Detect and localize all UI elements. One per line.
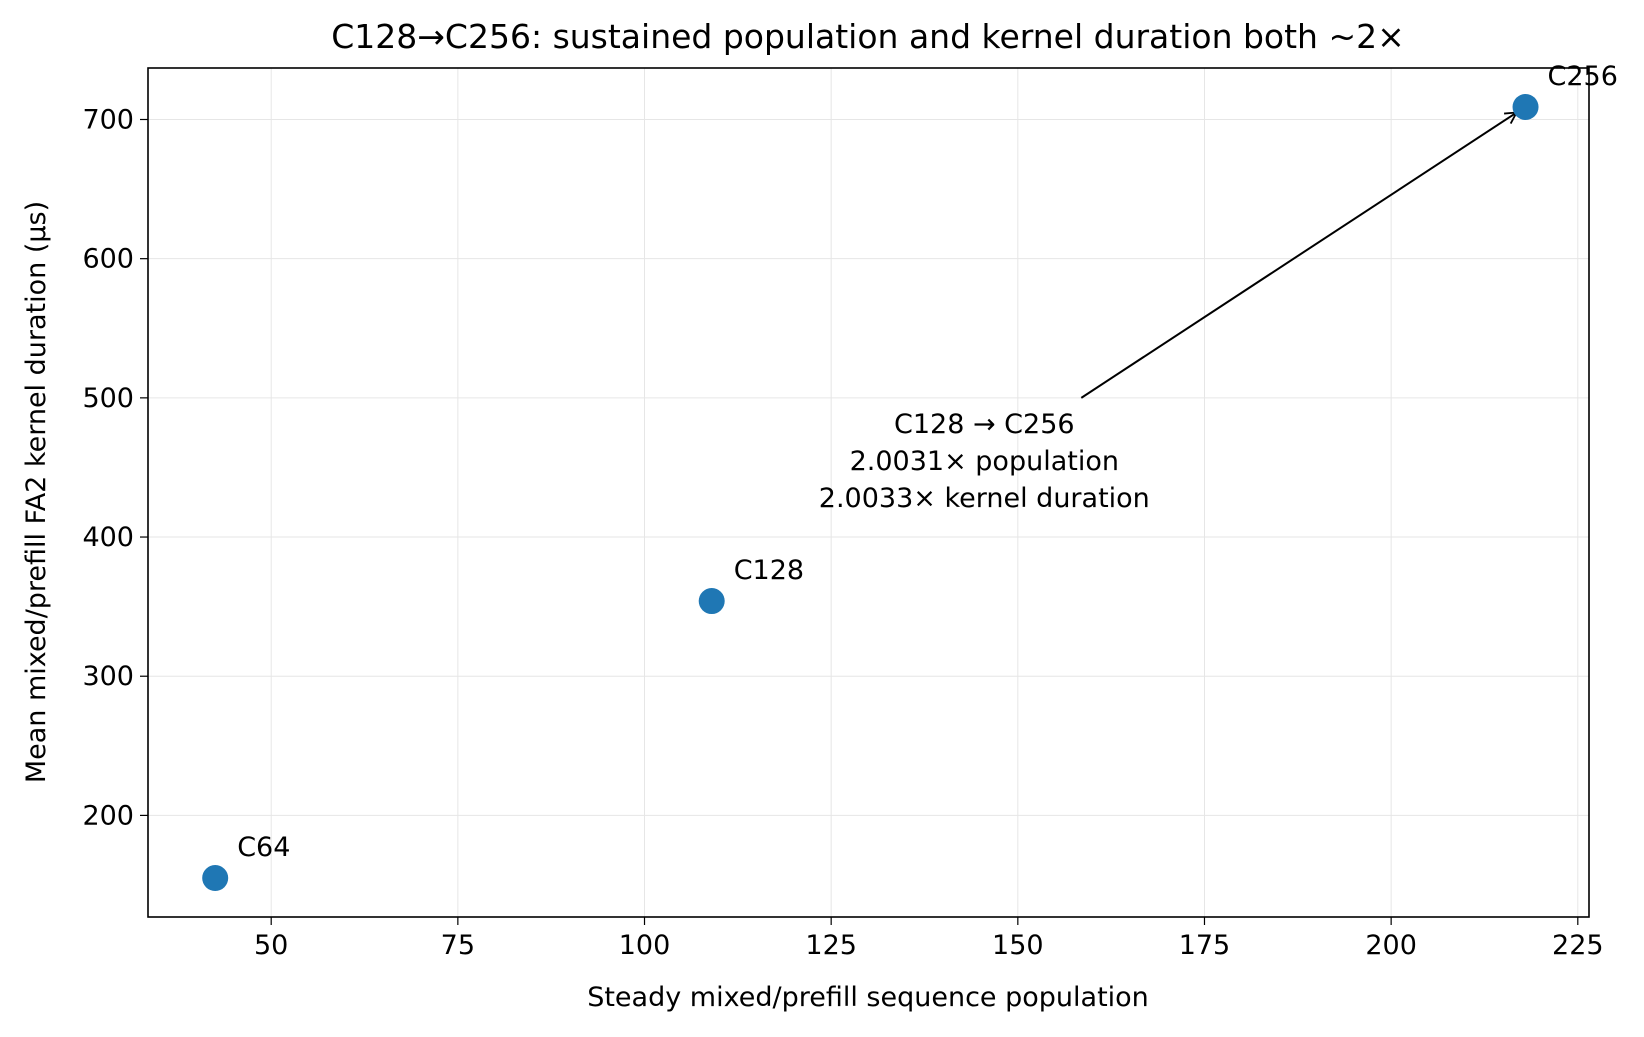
x-tick-label: 50 bbox=[254, 930, 288, 961]
chart-title: C128→C256: sustained population and kern… bbox=[331, 17, 1405, 56]
y-tick-label: 700 bbox=[82, 104, 134, 135]
x-tick-label: 175 bbox=[1179, 930, 1231, 961]
annotation-text-line: 2.0033× kernel duration bbox=[819, 483, 1150, 514]
x-tick-label: 150 bbox=[992, 930, 1044, 961]
x-axis-label: Steady mixed/prefill sequence population bbox=[587, 982, 1149, 1013]
y-tick-label: 500 bbox=[82, 383, 134, 414]
data-point bbox=[1512, 93, 1539, 120]
y-tick-label: 400 bbox=[82, 522, 134, 553]
grid-lines bbox=[148, 68, 1589, 917]
plot-area-frame bbox=[147, 67, 1590, 918]
axis-ticks: 50 75 100 125 150 175 200 225 200 300 400 500 600 700 bbox=[82, 104, 1603, 961]
annotation-text-line: C128 → C256 bbox=[894, 409, 1075, 440]
x-tick-label: 75 bbox=[441, 930, 475, 961]
y-tick-label: 300 bbox=[82, 661, 134, 692]
annotation-text-line: 2.0031× population bbox=[850, 446, 1119, 477]
y-axis-label: Mean mixed/prefill FA2 kernel duration (… bbox=[21, 201, 52, 783]
data-point bbox=[202, 865, 229, 892]
annotation-arrow bbox=[1080, 111, 1519, 399]
x-tick-label: 200 bbox=[1365, 930, 1417, 961]
x-tick-label: 125 bbox=[805, 930, 857, 961]
data-point-label: C256 bbox=[1548, 61, 1618, 92]
annotation: C128 → C256 2.0031× population 2.0033× ker… bbox=[819, 111, 1519, 514]
y-tick-label: 200 bbox=[82, 800, 134, 831]
data-point bbox=[698, 588, 725, 615]
x-tick-label: 225 bbox=[1552, 930, 1604, 961]
x-tick-label: 100 bbox=[619, 930, 671, 961]
data-points: C64 C128 C256 bbox=[202, 61, 1618, 892]
data-point-label: C128 bbox=[734, 555, 804, 586]
y-tick-label: 600 bbox=[82, 244, 134, 275]
data-point-label: C64 bbox=[237, 832, 290, 863]
